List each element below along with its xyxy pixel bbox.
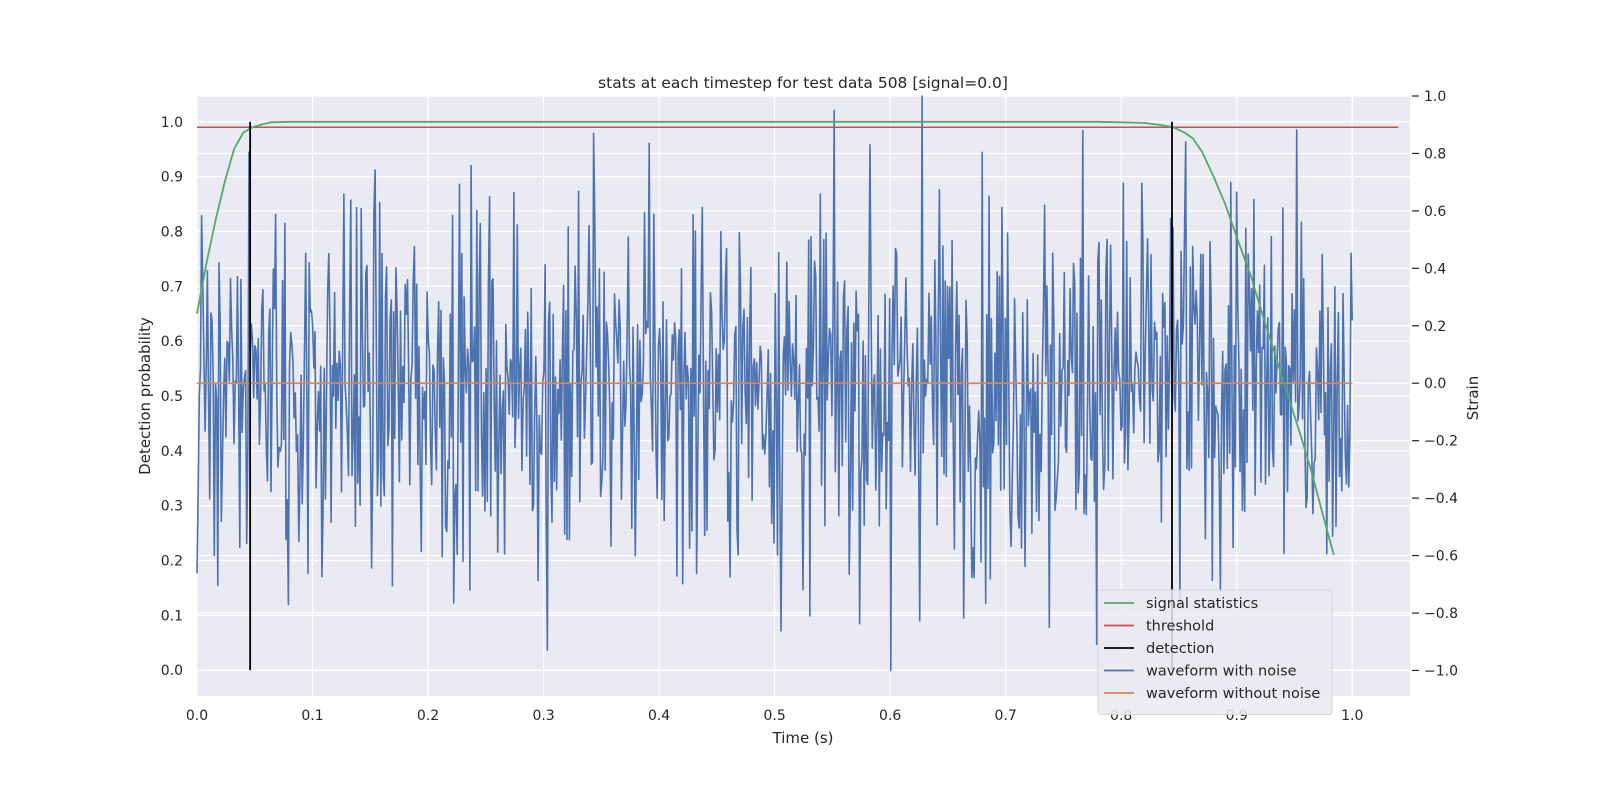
x-tick-label: 0.1 — [301, 708, 323, 724]
legend-label: waveform with noise — [1146, 664, 1297, 680]
y-tick-label: 1.0 — [161, 115, 183, 131]
y-right-tick-label: −0.2 — [1424, 434, 1458, 450]
y-axis-right-ticks: −1.0 −0.8 −0.6 −0.4 −0.2 0.0 0.2 0.4 0.6 0.8 1.0 — [1412, 89, 1458, 679]
x-tick-label: 1.0 — [1341, 708, 1363, 724]
series-signal-statistics — [196, 120, 1335, 556]
x-tick-label: 0.2 — [417, 708, 439, 724]
y-right-tick-label: 0.2 — [1424, 319, 1446, 335]
y-tick-label: 0.9 — [161, 170, 183, 186]
chart-title: stats at each timestep for test data 508… — [598, 74, 1008, 92]
x-tick-label: 0.7 — [995, 708, 1017, 724]
legend-label: threshold — [1146, 619, 1214, 635]
y-tick-label: 0.8 — [161, 224, 183, 240]
y-right-tick-label: −0.8 — [1424, 606, 1458, 622]
y-right-tick-label: 0.6 — [1424, 204, 1446, 220]
legend-label: detection — [1146, 641, 1214, 657]
y-tick-label: 0.0 — [161, 663, 183, 679]
y-axis-right-title: Strain — [1464, 376, 1482, 420]
x-tick-label: 0.4 — [648, 708, 670, 724]
legend-label: waveform without noise — [1146, 686, 1320, 702]
y-right-tick-label: 0.8 — [1424, 146, 1446, 162]
x-axis-title: Time (s) — [772, 729, 834, 747]
y-tick-label: 0.5 — [161, 389, 183, 405]
series-waveform-with-noise — [196, 95, 1353, 672]
y-axis-left-ticks: 0.0 0.1 0.2 0.3 0.4 0.5 0.6 0.7 0.8 0.9 1.0 — [161, 115, 183, 679]
x-tick-label: 0.3 — [532, 708, 554, 724]
y-right-tick-label: −0.4 — [1424, 491, 1458, 507]
legend-box — [1097, 589, 1333, 715]
y-tick-label: 0.6 — [161, 334, 183, 350]
x-tick-label: 0.5 — [763, 708, 785, 724]
y-tick-label: 0.2 — [161, 554, 183, 570]
series-layer — [196, 95, 1399, 672]
y-tick-label: 0.4 — [161, 444, 183, 460]
y-right-tick-label: 0.0 — [1424, 376, 1446, 392]
x-tick-label: 0.6 — [879, 708, 901, 724]
legend-label: signal statistics — [1146, 596, 1258, 612]
y-tick-label: 0.3 — [161, 499, 183, 515]
y-tick-label: 0.1 — [161, 608, 183, 624]
y-right-tick-label: 0.4 — [1424, 261, 1446, 277]
y-tick-label: 0.7 — [161, 279, 183, 295]
y-right-tick-label: 1.0 — [1424, 89, 1446, 105]
x-tick-label: 0.0 — [186, 708, 208, 724]
y-axis-left-title: Detection probability — [136, 317, 154, 475]
y-right-tick-label: −0.6 — [1424, 549, 1458, 565]
legend: signal statistics threshold detection wavef… — [1097, 589, 1333, 715]
y-right-tick-label: −1.0 — [1424, 663, 1458, 679]
